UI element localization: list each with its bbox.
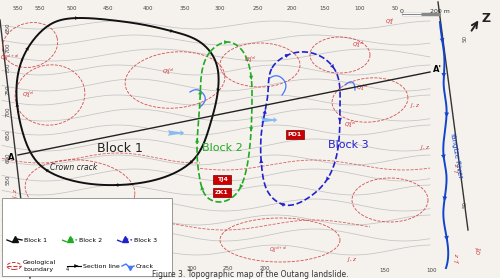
Text: 300: 300 xyxy=(187,266,197,271)
Text: 50: 50 xyxy=(462,201,468,208)
Text: ZK1: ZK1 xyxy=(215,190,229,195)
Text: PD1: PD1 xyxy=(288,132,302,137)
Text: Crown crack: Crown crack xyxy=(50,163,97,172)
Text: $Q_4^{del}$: $Q_4^{del}$ xyxy=(356,83,368,93)
Text: 550: 550 xyxy=(13,270,23,275)
Text: $T_1xj$: $T_1xj$ xyxy=(129,239,141,247)
Text: 350: 350 xyxy=(153,266,163,271)
Text: 150: 150 xyxy=(320,6,330,11)
Text: 600: 600 xyxy=(6,153,10,163)
Text: $Q_4^{del}$: $Q_4^{del}$ xyxy=(352,40,364,50)
Text: 300: 300 xyxy=(215,6,225,11)
Text: Z: Z xyxy=(482,11,490,25)
Text: $J,z$: $J,z$ xyxy=(454,252,462,264)
Text: $J,z$: $J,z$ xyxy=(347,256,357,264)
Text: 50: 50 xyxy=(392,6,398,11)
Text: Section line: Section line xyxy=(83,263,120,268)
Text: Block 1: Block 1 xyxy=(24,237,47,242)
Text: 750: 750 xyxy=(6,85,10,95)
Text: $Q_4^{del}$: $Q_4^{del}$ xyxy=(22,90,35,100)
Text: Figure 3. Topographic map of the Outang landslide.: Figure 3. Topographic map of the Outang … xyxy=(152,270,348,279)
Bar xyxy=(286,130,304,139)
Text: Block 1: Block 1 xyxy=(97,141,143,155)
Text: $Q_4^{col+al}$: $Q_4^{col+al}$ xyxy=(0,53,20,63)
Text: Block 3: Block 3 xyxy=(134,237,157,242)
Text: $J,z$: $J,z$ xyxy=(10,188,20,198)
Text: 650: 650 xyxy=(6,23,10,33)
Text: Block 2: Block 2 xyxy=(79,237,102,242)
Text: 450: 450 xyxy=(103,6,113,11)
Text: TJ4: TJ4 xyxy=(216,177,228,182)
Text: 100: 100 xyxy=(355,6,365,11)
Text: 200: 200 xyxy=(260,266,270,271)
Text: Geological
boundary: Geological boundary xyxy=(23,260,56,271)
Text: 650: 650 xyxy=(6,130,10,140)
Text: 200: 200 xyxy=(287,6,297,11)
Text: 550: 550 xyxy=(6,175,10,185)
Text: 700: 700 xyxy=(6,107,10,117)
Text: 700: 700 xyxy=(6,43,10,53)
Text: 4: 4 xyxy=(66,267,68,272)
Text: $T_1xj$: $T_1xj$ xyxy=(10,217,20,229)
Bar xyxy=(213,175,231,184)
Text: 150: 150 xyxy=(380,268,390,273)
Text: $Q_4^{del}$: $Q_4^{del}$ xyxy=(162,67,174,77)
Text: 500: 500 xyxy=(43,270,53,275)
Text: 250: 250 xyxy=(223,266,233,271)
Text: $J,z$: $J,z$ xyxy=(454,162,462,174)
Text: $Q_4^{al}$: $Q_4^{al}$ xyxy=(474,245,486,255)
Text: $Q_4^{del}$: $Q_4^{del}$ xyxy=(244,55,256,65)
Text: 550: 550 xyxy=(13,6,23,11)
Text: 450: 450 xyxy=(78,270,88,275)
Text: 100: 100 xyxy=(427,268,437,273)
Text: A: A xyxy=(8,153,14,162)
Text: Yangtze River: Yangtze River xyxy=(449,131,463,179)
Text: 400: 400 xyxy=(143,6,153,11)
Bar xyxy=(2,198,172,276)
Text: 400: 400 xyxy=(115,270,125,275)
Text: 750: 750 xyxy=(6,63,10,73)
Bar xyxy=(213,188,231,197)
Text: 200 m: 200 m xyxy=(430,9,450,14)
Text: 500: 500 xyxy=(67,6,77,11)
Text: $Q_4^{col+al}$: $Q_4^{col+al}$ xyxy=(269,245,287,255)
Text: A': A' xyxy=(433,66,442,74)
Text: $J,z$: $J,z$ xyxy=(410,100,420,109)
Text: 50: 50 xyxy=(462,35,468,42)
Text: $Q_4^{del}$: $Q_4^{del}$ xyxy=(344,120,356,130)
Text: Block 2: Block 2 xyxy=(202,143,242,153)
Text: 350: 350 xyxy=(180,6,190,11)
Text: Crack: Crack xyxy=(136,263,154,268)
Text: 250: 250 xyxy=(253,6,263,11)
Text: $J,z$: $J,z$ xyxy=(420,143,430,153)
Text: Block 3: Block 3 xyxy=(328,140,368,150)
Text: 0: 0 xyxy=(400,9,404,14)
Text: $Q_4^{al}$: $Q_4^{al}$ xyxy=(385,16,395,27)
Text: 550: 550 xyxy=(35,6,45,11)
